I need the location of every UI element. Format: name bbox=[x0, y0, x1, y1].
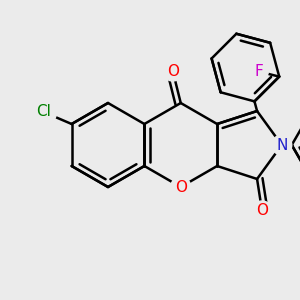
Text: N: N bbox=[276, 137, 287, 152]
Circle shape bbox=[250, 63, 268, 81]
Text: F: F bbox=[255, 64, 264, 79]
Circle shape bbox=[171, 177, 191, 197]
Text: Cl: Cl bbox=[36, 104, 51, 119]
Circle shape bbox=[272, 135, 292, 155]
Text: O: O bbox=[167, 64, 179, 79]
Circle shape bbox=[31, 99, 57, 125]
Circle shape bbox=[252, 201, 272, 221]
Text: O: O bbox=[256, 203, 268, 218]
Text: O: O bbox=[175, 179, 187, 194]
Circle shape bbox=[163, 61, 183, 81]
